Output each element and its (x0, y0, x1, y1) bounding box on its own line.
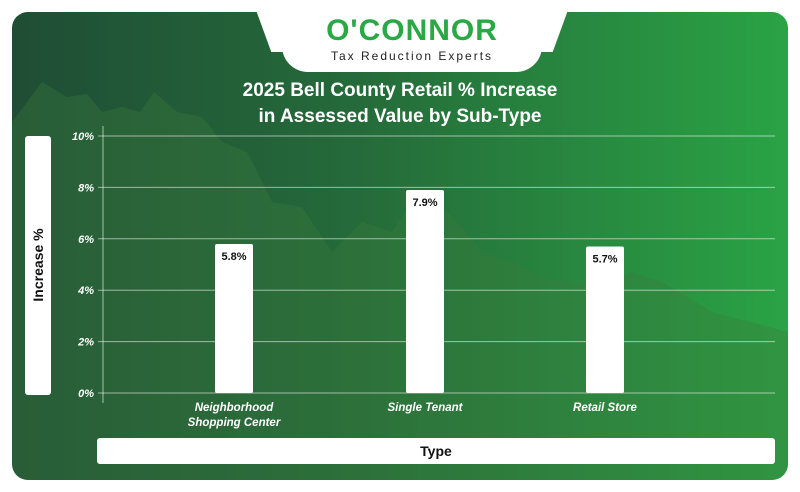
y-axis-label-box (25, 136, 51, 395)
y-tick-label: 6% (78, 234, 94, 246)
x-tick-label: Shopping Center (188, 417, 281, 429)
y-tick-label: 4% (77, 285, 94, 297)
chart-title-line2: in Assessed Value by Sub-Type (258, 106, 542, 127)
data-label: 5.7% (592, 254, 617, 266)
y-tick-label: 0% (78, 388, 94, 400)
y-tick-label: 10% (72, 131, 94, 143)
logo-wordmark: O'CONNOR (326, 14, 498, 47)
bar (215, 243, 253, 393)
logo-tagline: Tax Reduction Experts (330, 49, 494, 63)
data-label: 5.8% (221, 251, 246, 263)
bar (586, 246, 624, 393)
x-tick-label: Retail Store (573, 402, 638, 414)
y-tick-label: 2% (77, 337, 94, 349)
chart-title-line1: 2025 Bell County Retail % Increase (242, 80, 558, 101)
y-tick-label: 8% (78, 182, 94, 194)
bar (406, 189, 444, 393)
logo: O'CONNOR Tax Reduction Experts (282, 12, 542, 72)
x-tick-label: Single Tenant (388, 402, 464, 414)
x-axis-label-box (97, 438, 775, 464)
x-axis-label: Type (420, 443, 452, 459)
x-tick-label: Neighborhood (195, 402, 275, 414)
data-label: 7.9% (412, 197, 437, 209)
